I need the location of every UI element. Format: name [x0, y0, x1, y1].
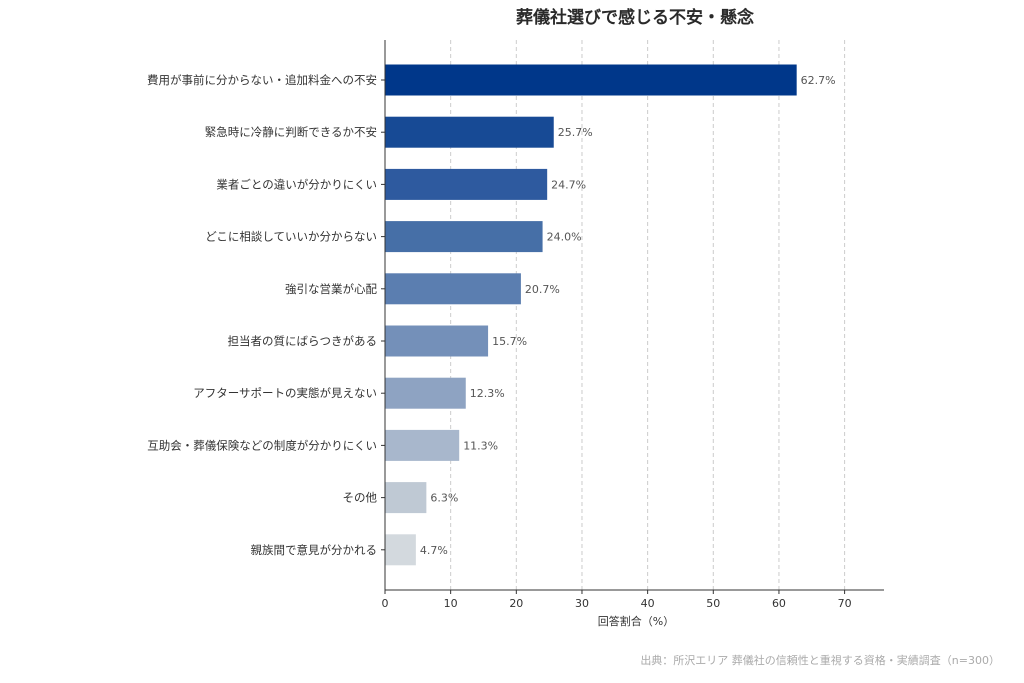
x-tick-label: 40	[641, 597, 655, 610]
x-axis-title: 回答割合（%）	[598, 614, 674, 628]
category-label: 担当者の質にばらつきがある	[228, 334, 378, 348]
value-label: 11.3%	[463, 439, 498, 452]
value-label: 24.7%	[551, 178, 586, 191]
category-label: 業者ごとの違いが分かりにくい	[216, 177, 377, 191]
value-label: 6.3%	[430, 492, 458, 505]
category-label: 強引な営業が心配	[285, 282, 377, 296]
category-label: アフターサポートの実態が見えない	[193, 386, 377, 400]
x-tick-label: 20	[509, 597, 523, 610]
bar	[385, 116, 554, 148]
x-tick-label: 0	[382, 597, 389, 610]
bar	[385, 377, 466, 409]
bar	[385, 429, 460, 461]
bar	[385, 64, 797, 96]
category-label: どこに相談していいか分からない	[205, 230, 377, 244]
x-tick-label: 10	[444, 597, 458, 610]
value-label: 24.0%	[547, 231, 582, 244]
category-label: その他	[343, 491, 378, 505]
value-label: 4.7%	[420, 544, 448, 557]
category-label: 緊急時に冷静に判断できるか不安	[205, 125, 377, 139]
value-label: 15.7%	[492, 335, 527, 348]
x-tick-label: 50	[706, 597, 720, 610]
bar	[385, 482, 427, 514]
bar	[385, 273, 521, 305]
x-tick-label: 60	[772, 597, 786, 610]
x-tick-label: 70	[838, 597, 852, 610]
value-label: 12.3%	[470, 387, 505, 400]
bar	[385, 325, 489, 357]
category-label: 親族間で意見が分かれる	[251, 543, 378, 557]
bars	[385, 64, 797, 566]
value-label: 20.7%	[525, 283, 560, 296]
chart-title: 葬儀社選びで感じる不安・懸念	[516, 7, 754, 28]
axes: 0 10 20 30 40 50 60 70	[381, 40, 884, 610]
bar	[385, 534, 416, 566]
category-label: 費用が事前に分からない・追加料金への不安	[147, 73, 377, 87]
value-label: 25.7%	[558, 126, 593, 139]
bar	[385, 221, 543, 253]
x-tick-label: 30	[575, 597, 589, 610]
value-label: 62.7%	[801, 74, 836, 87]
category-label: 互助会・葬儀保険などの制度が分かりにくい	[147, 438, 377, 452]
category-labels: 費用が事前に分からない・追加料金への不安緊急時に冷静に判断できるか不安業者ごとの…	[147, 73, 377, 557]
bar	[385, 168, 548, 200]
source-note: 出典：所沢エリア 葬儀社の信頼性と重視する資格・実績調査（n=300）	[640, 653, 1000, 667]
value-labels: 62.7% 25.7% 24.7% 24.0% 20.7% 15.7% 12.3% 11.3%…	[420, 74, 836, 557]
